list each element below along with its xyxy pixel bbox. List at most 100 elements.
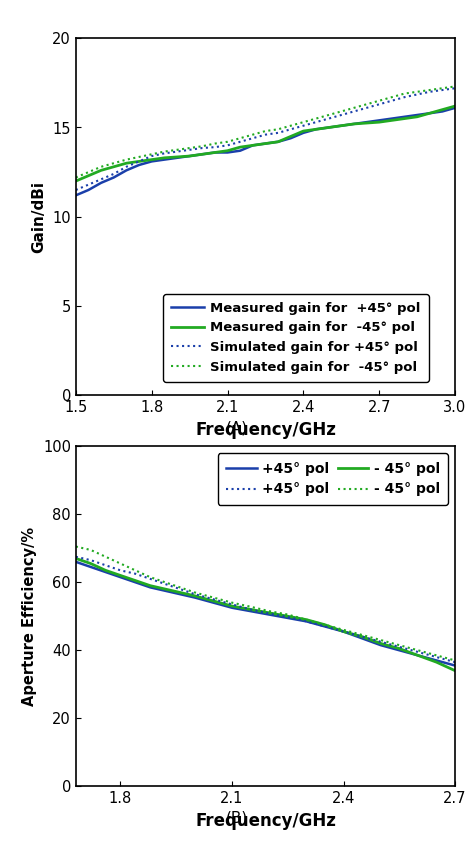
Simulated gain for  -45° pol	[275, 124, 281, 134]
Simulated gain for  -45° pol	[237, 133, 243, 144]
Simulated gain for +45° pol	[162, 148, 167, 158]
Y-axis label: Gain/dBi: Gain/dBi	[32, 181, 46, 252]
Measured gain for  -45° pol	[237, 142, 243, 152]
Simulated gain for +45° pol	[351, 106, 357, 116]
Simulated gain for +45° pol	[338, 110, 344, 120]
Measured gain for  +45° pol	[439, 106, 445, 116]
Measured gain for  +45° pol	[187, 151, 192, 162]
Y-axis label: Aperture Efficiency/%: Aperture Efficiency/%	[22, 527, 37, 706]
Simulated gain for +45° pol	[301, 121, 306, 131]
Simulated gain for +45° pol	[376, 99, 382, 110]
Simulated gain for  -45° pol	[414, 87, 420, 97]
Measured gain for  +45° pol	[149, 156, 155, 167]
Measured gain for  -45° pol	[439, 105, 445, 115]
Simulated gain for  -45° pol	[212, 139, 218, 149]
Measured gain for  +45° pol	[351, 119, 357, 129]
Measured gain for  +45° pol	[162, 155, 167, 165]
Measured gain for  -45° pol	[136, 156, 142, 167]
Simulated gain for +45° pol	[414, 89, 420, 99]
Measured gain for  -45° pol	[98, 165, 104, 175]
Simulated gain for  -45° pol	[187, 143, 192, 153]
Measured gain for  -45° pol	[263, 139, 268, 149]
Simulated gain for  -45° pol	[111, 158, 117, 168]
Simulated gain for  -45° pol	[174, 144, 180, 155]
Simulated gain for +45° pol	[149, 151, 155, 162]
Simulated gain for +45° pol	[250, 133, 255, 144]
Simulated gain for +45° pol	[136, 156, 142, 167]
Measured gain for  +45° pol	[364, 117, 369, 128]
Simulated gain for +45° pol	[275, 128, 281, 138]
Measured gain for  -45° pol	[212, 147, 218, 157]
Simulated gain for  -45° pol	[162, 146, 167, 156]
Simulated gain for +45° pol	[288, 124, 293, 134]
Measured gain for  +45° pol	[452, 103, 458, 113]
X-axis label: Frequency/GHz: Frequency/GHz	[195, 421, 336, 439]
Simulated gain for +45° pol	[124, 162, 129, 172]
X-axis label: Frequency/GHz: Frequency/GHz	[195, 812, 336, 830]
Simulated gain for +45° pol	[73, 184, 79, 195]
Measured gain for  -45° pol	[174, 152, 180, 162]
Measured gain for  +45° pol	[275, 137, 281, 147]
Measured gain for  +45° pol	[338, 121, 344, 131]
Measured gain for  -45° pol	[200, 149, 205, 159]
Measured gain for  +45° pol	[250, 140, 255, 150]
Legend: +45° pol, +45° pol, - 45° pol, - 45° pol: +45° pol, +45° pol, - 45° pol, - 45° pol	[218, 453, 448, 505]
Measured gain for  -45° pol	[338, 121, 344, 131]
Measured gain for  +45° pol	[263, 139, 268, 149]
Measured gain for  -45° pol	[351, 119, 357, 129]
Simulated gain for  -45° pol	[288, 121, 293, 131]
Line: Measured gain for  +45° pol: Measured gain for +45° pol	[76, 108, 455, 196]
Measured gain for  -45° pol	[86, 171, 91, 181]
Simulated gain for  -45° pol	[124, 155, 129, 165]
Measured gain for  +45° pol	[73, 190, 79, 201]
Measured gain for  -45° pol	[250, 140, 255, 150]
Measured gain for  +45° pol	[326, 122, 331, 133]
Measured gain for  +45° pol	[174, 153, 180, 163]
Measured gain for  +45° pol	[301, 128, 306, 138]
Measured gain for  +45° pol	[389, 113, 395, 123]
Measured gain for  -45° pol	[225, 145, 230, 156]
Simulated gain for  -45° pol	[225, 137, 230, 147]
Measured gain for  +45° pol	[376, 116, 382, 126]
Simulated gain for +45° pol	[200, 143, 205, 153]
Measured gain for  +45° pol	[313, 124, 319, 134]
Measured gain for  -45° pol	[275, 137, 281, 147]
Text: (A): (A)	[226, 420, 248, 435]
Simulated gain for +45° pol	[212, 142, 218, 152]
Simulated gain for  -45° pol	[364, 99, 369, 110]
Line: Simulated gain for +45° pol: Simulated gain for +45° pol	[76, 88, 455, 190]
Simulated gain for +45° pol	[187, 144, 192, 155]
Simulated gain for +45° pol	[174, 146, 180, 156]
Measured gain for  +45° pol	[288, 133, 293, 144]
Measured gain for  +45° pol	[136, 160, 142, 170]
Simulated gain for  -45° pol	[439, 83, 445, 94]
Simulated gain for +45° pol	[111, 169, 117, 179]
Measured gain for  -45° pol	[414, 111, 420, 122]
Simulated gain for  -45° pol	[452, 82, 458, 92]
Simulated gain for  -45° pol	[313, 113, 319, 123]
Simulated gain for  -45° pol	[149, 149, 155, 159]
Simulated gain for  -45° pol	[73, 173, 79, 183]
Simulated gain for +45° pol	[452, 83, 458, 94]
Simulated gain for  -45° pol	[263, 126, 268, 136]
Measured gain for  +45° pol	[212, 147, 218, 157]
Simulated gain for  -45° pol	[136, 152, 142, 162]
Simulated gain for +45° pol	[225, 140, 230, 150]
Measured gain for  +45° pol	[225, 147, 230, 157]
Measured gain for  +45° pol	[124, 165, 129, 175]
Simulated gain for  -45° pol	[338, 106, 344, 116]
Measured gain for  -45° pol	[124, 158, 129, 168]
Simulated gain for +45° pol	[389, 95, 395, 105]
Measured gain for  +45° pol	[237, 145, 243, 156]
Simulated gain for  -45° pol	[301, 117, 306, 128]
Measured gain for  -45° pol	[288, 131, 293, 141]
Measured gain for  +45° pol	[86, 184, 91, 195]
Simulated gain for  -45° pol	[389, 92, 395, 102]
Measured gain for  +45° pol	[111, 173, 117, 183]
Line: Measured gain for  -45° pol: Measured gain for -45° pol	[76, 106, 455, 181]
Measured gain for  -45° pol	[162, 153, 167, 163]
Line: Simulated gain for  -45° pol: Simulated gain for -45° pol	[76, 87, 455, 178]
Simulated gain for +45° pol	[98, 174, 104, 184]
Measured gain for  -45° pol	[376, 117, 382, 128]
Text: (B): (B)	[226, 810, 248, 825]
